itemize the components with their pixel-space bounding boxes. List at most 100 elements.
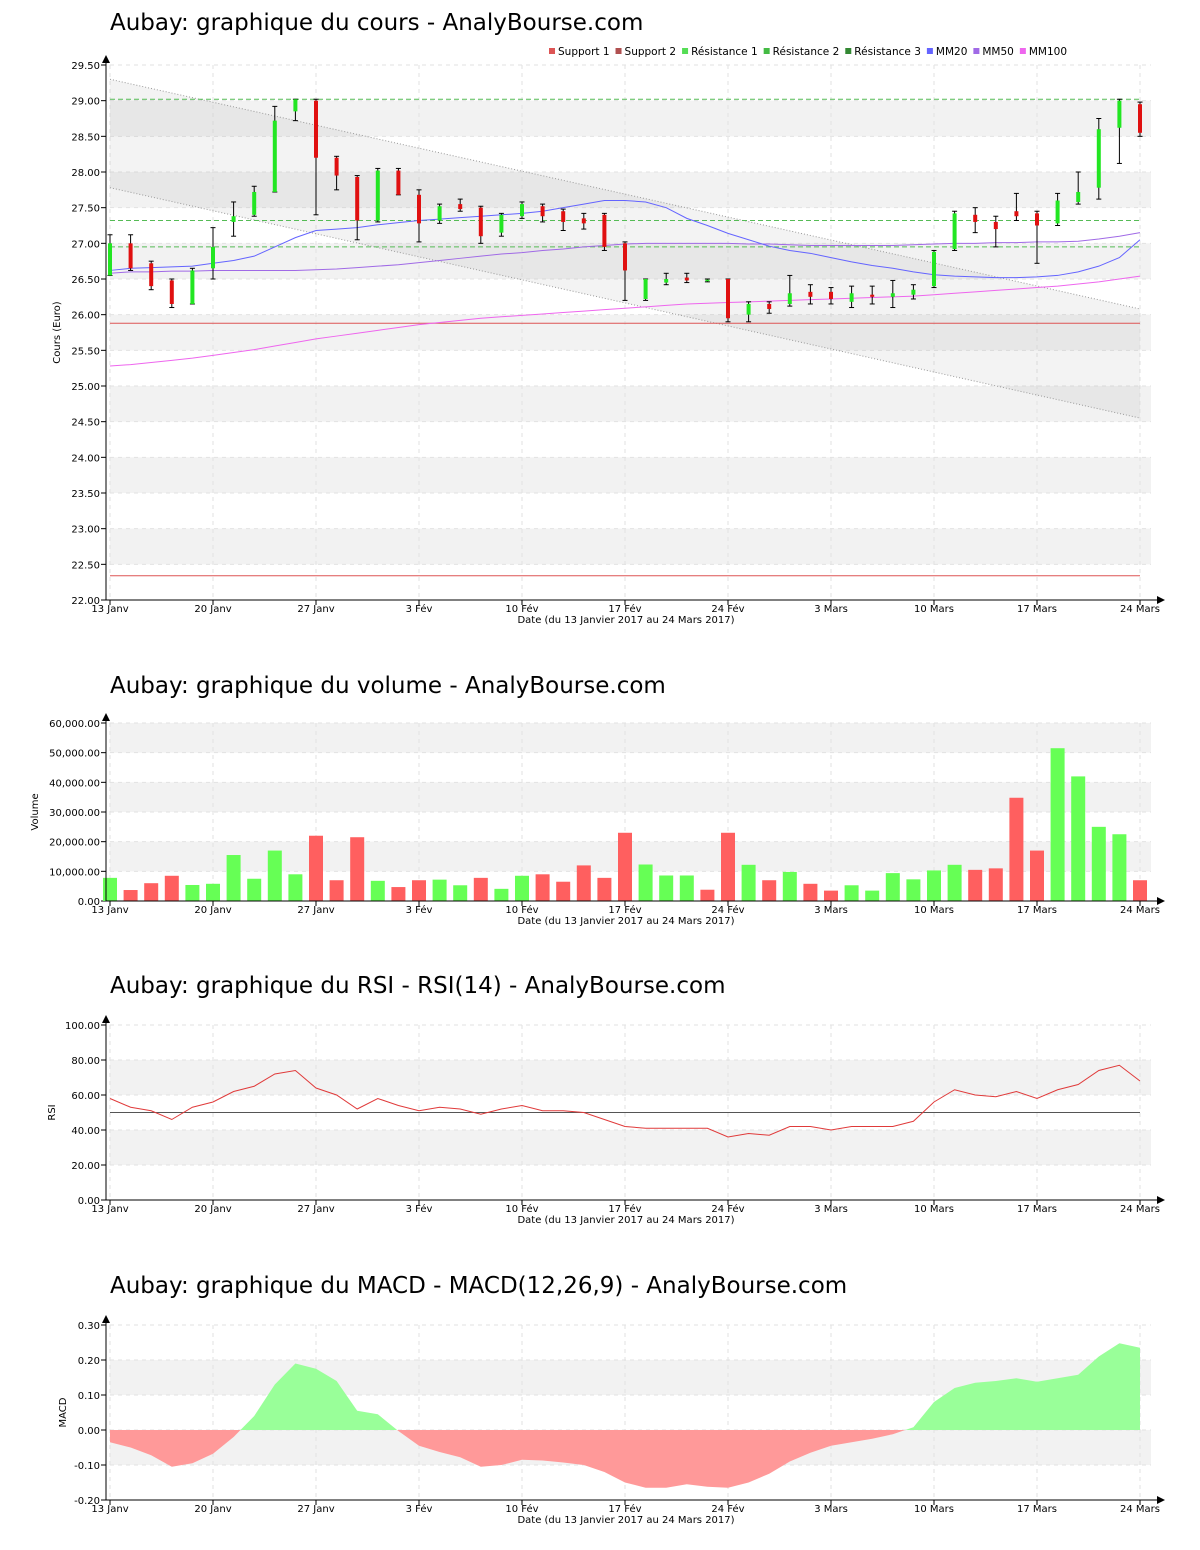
x-tick-label: 3 Mars: [814, 1204, 848, 1215]
volume-bar: [1091, 826, 1106, 901]
rsi-line: [109, 1064, 1141, 1138]
candle-body: [767, 303, 772, 309]
grid-band: [110, 100, 1151, 137]
x-tick-label: 10 Mars: [914, 1204, 954, 1215]
x-tick-label: 13 Janv: [91, 1504, 128, 1515]
x-tick-label: 13 Janv: [91, 604, 128, 615]
macd-chart: -0.20 -0.10 0.00 0.10 0.20 0.30 13 Janv 20 Janv…: [58, 1315, 1165, 1526]
volume-bar: [556, 881, 571, 901]
y-tick-label: 28.00: [71, 168, 100, 179]
volume-bar: [700, 889, 715, 901]
candle-body: [1138, 104, 1142, 133]
volume-panel: Aubay: graphique du volume - AnalyBourse…: [0, 655, 1200, 935]
volume-chart-title: Aubay: graphique du volume - AnalyBourse…: [110, 673, 666, 699]
candle-body: [540, 206, 545, 217]
candle-body: [499, 214, 504, 233]
legend-label: MM100: [1029, 46, 1067, 58]
price-chart: 22.00 22.50 23.00 23.50 24.00 24.50 25.00 25.50…: [52, 46, 1165, 626]
grid-band: [110, 386, 1151, 422]
x-axis-label: Date (du 13 Janvier 2017 au 24 Mars 2017…: [517, 1515, 734, 1526]
candle-body: [705, 279, 710, 282]
candle-body: [108, 243, 112, 276]
x-tick-label: 3 Fév: [406, 1503, 433, 1515]
candle-body: [1055, 200, 1060, 224]
x-tick-label: 10 Mars: [914, 905, 954, 916]
y-tick-label: 80.00: [71, 1056, 100, 1067]
x-tick-label: 17 Fév: [608, 1503, 641, 1515]
y-axis-arrow: [102, 55, 110, 63]
volume-bar: [226, 855, 241, 901]
y-axis-arrow: [102, 1015, 110, 1023]
grid-band: [110, 528, 1151, 565]
x-axis-label: Date (du 13 Janvier 2017 au 24 Mars 2017…: [517, 615, 734, 626]
price-chart-title: Aubay: graphique du cours - AnalyBourse.…: [110, 10, 644, 36]
volume-bar: [638, 864, 653, 901]
rsi-chart-title: Aubay: graphique du RSI - RSI(14) - Anal…: [110, 973, 726, 999]
candle-body: [973, 214, 978, 222]
x-axis-label: Date (du 13 Janvier 2017 au 24 Mars 2017…: [517, 916, 734, 927]
macd-negative-area: [110, 1430, 241, 1467]
y-axis-label: RSI: [47, 1104, 58, 1120]
legend-swatch: [973, 48, 980, 54]
volume-bar: [741, 864, 756, 901]
candle-body: [643, 279, 648, 299]
x-tick-label: 10 Fév: [505, 1503, 538, 1515]
candle-body: [787, 293, 792, 304]
y-tick-label: 23.50: [71, 489, 100, 500]
volume-bar: [103, 877, 117, 901]
legend-swatch: [845, 48, 852, 54]
volume-bar: [721, 832, 735, 901]
candle-body: [1014, 211, 1019, 217]
volume-bar: [329, 880, 344, 901]
y-tick-label: 22.00: [71, 596, 100, 607]
candle-body: [458, 204, 463, 210]
x-tick-label: 27 Janv: [297, 1504, 334, 1515]
volume-bar: [947, 864, 962, 901]
candle-body: [1096, 129, 1101, 188]
y-tick-label: 60.00: [71, 1091, 100, 1102]
candle-body: [334, 157, 339, 176]
trend-line-lower: [109, 187, 1141, 419]
y-tick-label: 60,000.00: [49, 719, 100, 730]
volume-bar: [1050, 748, 1065, 901]
volume-bar: [350, 837, 365, 901]
x-tick-label: 24 Fév: [711, 1503, 744, 1515]
legend-label: Support 2: [625, 46, 677, 58]
volume-bar: [1030, 850, 1044, 901]
y-tick-label: 24.50: [71, 418, 100, 429]
candle-body: [417, 194, 421, 224]
volume-bar: [309, 835, 323, 901]
volume-bar: [515, 875, 529, 901]
x-tick-label: 3 Mars: [814, 604, 848, 615]
candle-body: [231, 216, 236, 222]
volume-bar: [370, 880, 385, 901]
x-tick-label: 3 Mars: [814, 905, 848, 916]
legend-swatch: [763, 48, 770, 54]
x-tick-label: 17 Fév: [608, 904, 641, 916]
volume-bar: [412, 880, 426, 901]
y-tick-label: 27.00: [71, 239, 100, 250]
y-tick-label: 28.50: [71, 132, 100, 143]
y-tick-label: 0.10: [78, 1391, 100, 1402]
volume-bar: [144, 883, 159, 901]
volume-bar: [453, 885, 468, 901]
x-tick-label: 3 Fév: [406, 1203, 433, 1215]
candle-body: [849, 293, 854, 302]
rsi-chart: 0.00 20.00 40.00 60.00 80.00 100.00 13 Janv 20 …: [47, 1015, 1165, 1226]
x-tick-label: 24 Fév: [711, 904, 744, 916]
candle-body: [128, 243, 133, 269]
volume-bar: [123, 890, 138, 901]
macd-negative-area: [397, 1430, 906, 1488]
x-tick-label: 13 Janv: [91, 1204, 128, 1215]
x-tick-label: 10 Fév: [505, 1203, 538, 1215]
macd-chart-title: Aubay: graphique du MACD - MACD(12,26,9)…: [110, 1273, 848, 1299]
x-tick-label: 24 Fév: [711, 1203, 744, 1215]
candle-body: [169, 280, 174, 304]
candle-body: [911, 289, 916, 295]
y-tick-label: 100.00: [65, 1021, 100, 1032]
x-tick-label: 24 Fév: [711, 603, 744, 615]
candle-body: [314, 100, 318, 158]
candle-body: [437, 206, 442, 221]
candle-body: [561, 211, 566, 222]
x-tick-label: 24 Mars: [1120, 905, 1160, 916]
